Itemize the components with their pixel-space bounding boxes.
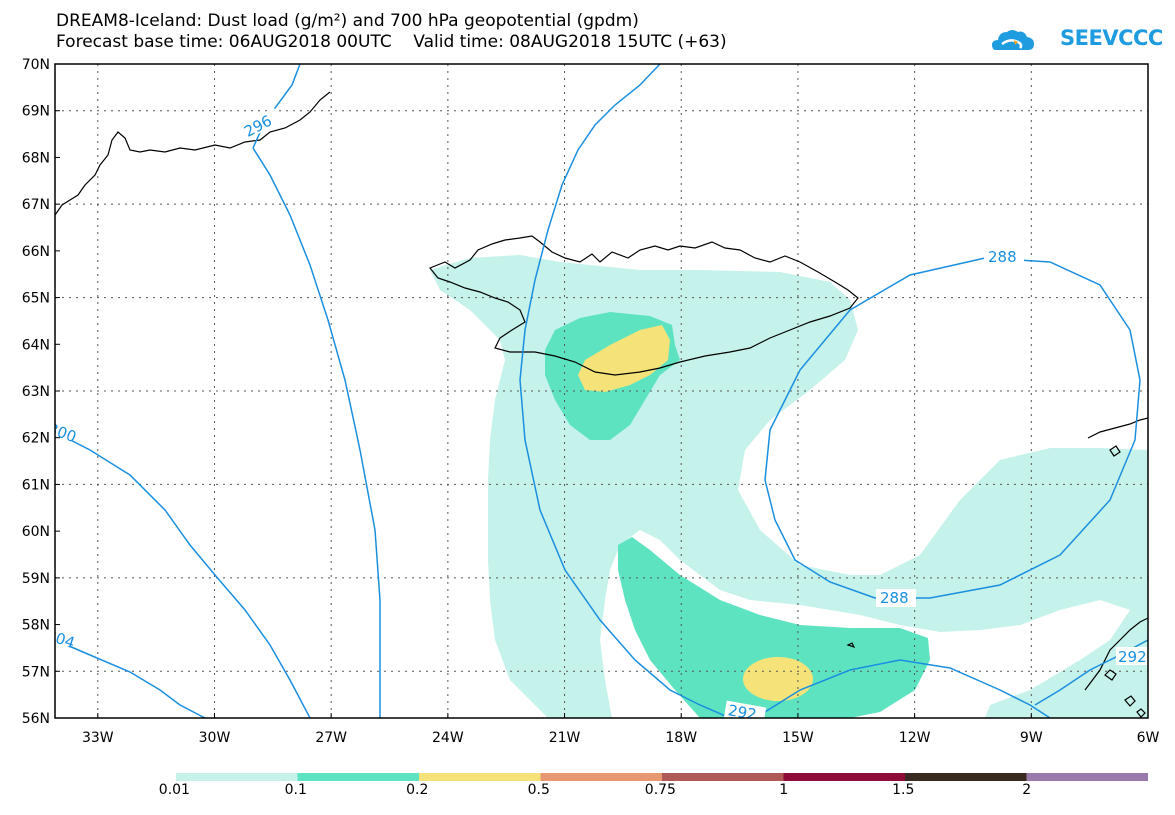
lon-label: 33W (82, 730, 114, 746)
contour-label-304: 304 (44, 626, 77, 652)
lat-label: 59N (22, 571, 50, 587)
dust-region-02-south (743, 657, 813, 701)
lat-label: 65N (22, 291, 50, 307)
lon-label: 27W (315, 730, 347, 746)
legend-swatch (662, 773, 784, 781)
lat-label: 56N (22, 711, 50, 727)
seevccc-logo (992, 30, 1034, 50)
lon-label: 9W (1020, 730, 1043, 746)
coast-greenland (55, 91, 331, 216)
lon-label: 21W (549, 730, 581, 746)
contour-296-upper (252, 64, 301, 149)
dust-region-02-north (578, 325, 670, 392)
lat-label: 67N (22, 197, 50, 213)
contour-label-292: 292 (727, 701, 758, 724)
color-legend (176, 773, 1148, 781)
coast-iceland (429, 235, 859, 376)
contour-label-292-edge: 292 (1118, 648, 1147, 666)
legend-label: 1 (779, 782, 789, 798)
legend-swatch (783, 773, 905, 781)
lat-label: 62N (22, 431, 50, 447)
lon-label: 24W (432, 730, 464, 746)
lat-label: 57N (22, 664, 50, 680)
lat-label: 61N (22, 477, 50, 493)
map-subtitle: Forecast base time: 06AUG2018 00UTC Vali… (56, 32, 727, 52)
lat-label: 64N (22, 337, 50, 353)
contour-292 (519, 64, 731, 718)
legend-swatch (297, 773, 419, 781)
coast-faroe (846, 642, 856, 649)
legend-label: 0.01 (158, 782, 190, 798)
lat-label: 68N (22, 150, 50, 166)
legend-swatch (1026, 773, 1148, 781)
contour-label-288-bottom: 288 (880, 589, 909, 607)
lon-label: 15W (782, 730, 814, 746)
latitude-labels: 70N 69N 68N 67N 66N 65N 64N 63N 62N 61N 60N 59N 58N 5… (22, 57, 60, 727)
lat-label: 58N (22, 618, 50, 634)
lat-label: 66N (22, 244, 50, 260)
contour-296 (252, 147, 381, 718)
legend-swatch (540, 773, 662, 781)
legend-label: 0.75 (644, 782, 676, 798)
lat-label: 60N (22, 524, 50, 540)
lon-label: 12W (899, 730, 931, 746)
lon-label: 6W (1137, 730, 1160, 746)
contour-300 (55, 431, 311, 718)
lon-label: 30W (199, 730, 231, 746)
contour-label-288-top: 288 (988, 248, 1017, 266)
legend-label: 2 (1022, 782, 1032, 798)
contour-304 (55, 639, 206, 718)
legend-label: 0.2 (406, 782, 429, 798)
coastlines (55, 91, 1148, 718)
legend-label: 0.1 (284, 782, 307, 798)
coast-scotland (1084, 617, 1148, 691)
legend-swatch (419, 773, 541, 781)
dust-region-01-south (618, 537, 930, 718)
contour-label-300: 300 (46, 419, 79, 446)
map-title: DREAM8-Iceland: Dust load (g/m²) and 700… (56, 11, 639, 31)
lat-label: 70N (22, 57, 50, 73)
lon-label: 18W (665, 730, 697, 746)
lat-label: 69N (22, 104, 50, 120)
graticule (55, 64, 1148, 718)
lat-label: 63N (22, 384, 50, 400)
legend-swatch (176, 773, 298, 781)
legend-swatch (905, 773, 1027, 781)
logo-text: SEEVCCC (1060, 26, 1163, 50)
longitude-labels: 33W 30W 27W 24W 21W 18W 15W 12W 9W 6W (82, 713, 1160, 746)
legend-label: 1.5 (892, 782, 915, 798)
coast-norway (1087, 417, 1148, 439)
legend-label: 0.5 (527, 782, 550, 798)
